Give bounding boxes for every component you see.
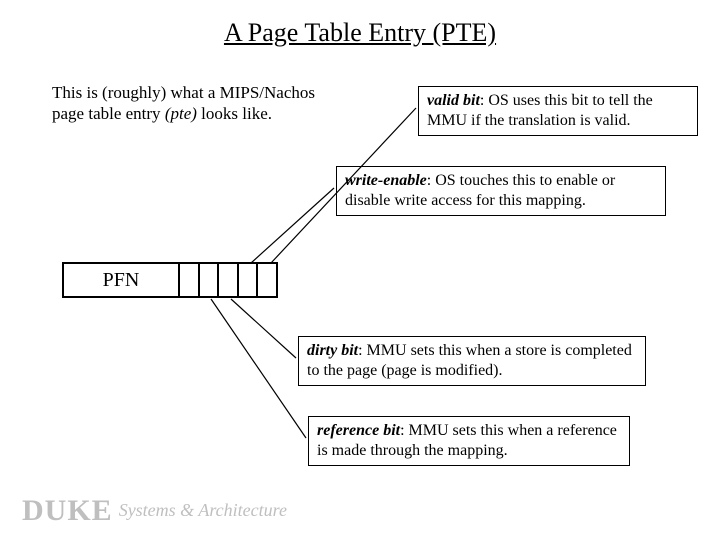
footer-sub: Systems & Architecture	[119, 500, 287, 520]
footer-duke: DUKE	[22, 494, 113, 527]
footer: DUKE Systems & Architecture	[22, 494, 287, 528]
connector-lines	[0, 0, 720, 540]
